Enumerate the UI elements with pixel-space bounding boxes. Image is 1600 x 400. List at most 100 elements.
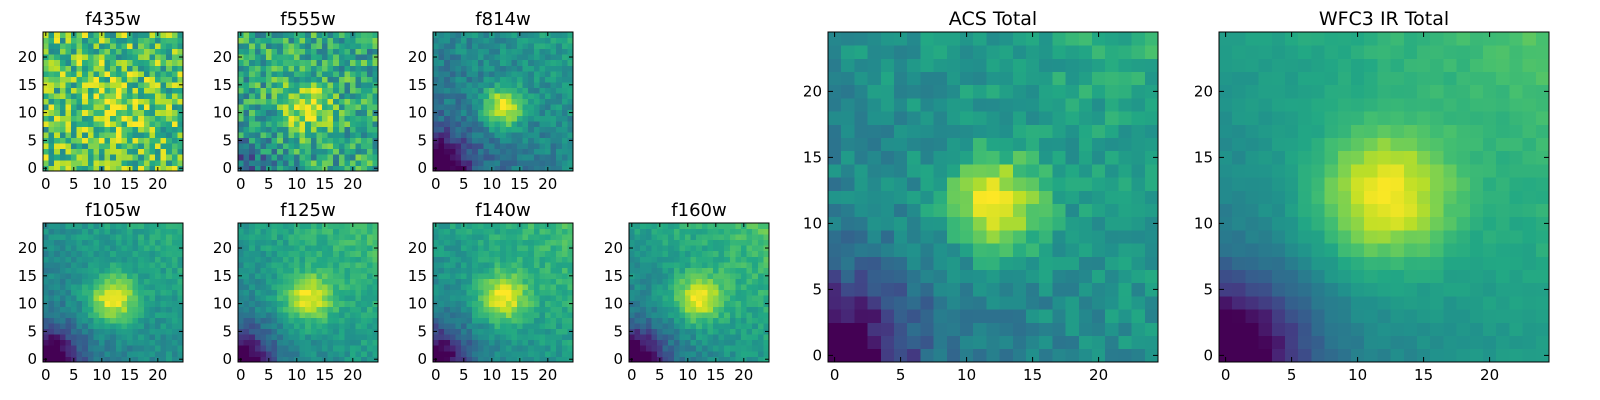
heatmap-cell	[729, 328, 736, 335]
heatmap-cell	[986, 216, 1000, 231]
heatmap-cell	[294, 109, 300, 116]
heatmap-cell	[444, 289, 451, 296]
heatmap-cell	[344, 48, 351, 55]
heatmap-cell	[350, 345, 356, 352]
heatmap-cell	[43, 311, 49, 318]
heatmap-cell	[466, 295, 473, 302]
heatmap-cell	[449, 311, 456, 318]
heatmap-cell	[1105, 269, 1119, 284]
heatmap-cell	[933, 269, 948, 284]
heatmap-cell	[472, 132, 479, 139]
heatmap-cell	[305, 59, 312, 66]
heatmap-cell	[438, 104, 445, 111]
heatmap-cell	[249, 334, 256, 341]
heatmap-cell	[171, 159, 178, 166]
heatmap-cell	[344, 154, 351, 161]
heatmap-cell	[271, 306, 278, 313]
heatmap-cell	[466, 356, 473, 363]
heatmap-cell	[366, 328, 373, 335]
heatmap-cell	[260, 154, 267, 161]
heatmap-cell	[556, 228, 563, 235]
heatmap-cell	[166, 32, 173, 38]
heatmap-cell	[271, 70, 278, 77]
heatmap-cell	[177, 334, 184, 341]
heatmap-cell	[338, 311, 345, 318]
heatmap-cell	[679, 356, 686, 363]
heatmap-cell	[121, 278, 128, 285]
heatmap-cell	[48, 278, 55, 285]
heatmap-cell	[828, 256, 842, 270]
heatmap-cell	[696, 223, 703, 229]
heatmap-cell	[550, 59, 557, 66]
heatmap-cell	[249, 143, 256, 150]
heatmap-cell	[238, 48, 244, 55]
heatmap-cell	[271, 323, 278, 330]
heatmap-cell	[366, 311, 373, 318]
heatmap-cell	[322, 48, 328, 55]
heatmap-cell	[310, 278, 317, 285]
heatmap-cell	[310, 273, 317, 279]
heatmap-cell	[155, 143, 161, 150]
heatmap-cell	[999, 190, 1014, 204]
heatmap-cell	[907, 309, 921, 323]
heatmap-cell	[65, 273, 72, 279]
heatmap-cell	[718, 300, 725, 307]
heatmap-cell	[477, 339, 484, 346]
heatmap-cell	[93, 82, 100, 88]
heatmap-cell	[483, 345, 490, 352]
heatmap-cell	[724, 311, 731, 318]
heatmap-cell	[662, 239, 669, 246]
heatmap-cell	[82, 109, 89, 116]
heatmap-cell	[338, 32, 345, 38]
heatmap-cell	[110, 98, 117, 105]
heatmap-cell	[500, 223, 507, 229]
heatmap-cell	[533, 165, 540, 172]
heatmap-cell	[449, 37, 456, 44]
heatmap-cell	[99, 37, 105, 44]
heatmap-cell	[505, 261, 512, 268]
heatmap-cell	[545, 48, 551, 55]
heatmap-cell	[288, 154, 295, 161]
heatmap-cell	[522, 48, 529, 55]
heatmap-cell	[561, 126, 568, 133]
heatmap-cell	[1026, 230, 1040, 244]
heatmap-cell	[344, 306, 351, 313]
heatmap-cell	[668, 300, 675, 307]
heatmap-cell	[54, 115, 61, 122]
heatmap-cell	[528, 284, 535, 291]
heatmap-cell	[59, 328, 66, 335]
heatmap-cell	[707, 284, 714, 291]
heatmap-cell	[143, 165, 150, 172]
heatmap-cell	[640, 350, 647, 357]
heatmap-cell	[724, 284, 731, 291]
heatmap-cell	[449, 48, 456, 55]
heatmap-cell	[104, 261, 111, 268]
heatmap-cell	[505, 328, 512, 335]
heatmap-cell	[110, 239, 117, 246]
heatmap-cell	[735, 284, 742, 291]
heatmap-cell	[127, 65, 133, 72]
y-tick-label: 15	[18, 267, 37, 285]
heatmap-cell	[93, 261, 100, 268]
heatmap-cell	[651, 289, 658, 296]
heatmap-cell	[511, 223, 518, 229]
heatmap-cell	[511, 143, 518, 150]
heatmap-cell	[567, 339, 574, 346]
heatmap-cell	[550, 234, 557, 241]
heatmap-cell	[316, 273, 323, 279]
heatmap-cell	[634, 317, 641, 324]
heatmap-cell	[93, 137, 100, 144]
heatmap-cell	[260, 267, 267, 274]
heatmap-cell	[71, 295, 77, 302]
heatmap-cell	[867, 216, 882, 231]
heatmap-cell	[76, 345, 83, 352]
heatmap-cell	[59, 54, 66, 61]
heatmap-cell	[461, 317, 467, 324]
heatmap-cell	[338, 109, 345, 116]
heatmap-cell	[673, 239, 680, 246]
heatmap-cell	[277, 300, 284, 307]
heatmap-cell	[166, 317, 173, 324]
heatmap-cell	[517, 345, 523, 352]
heatmap-cell	[438, 93, 445, 100]
heatmap-cell	[724, 273, 731, 279]
